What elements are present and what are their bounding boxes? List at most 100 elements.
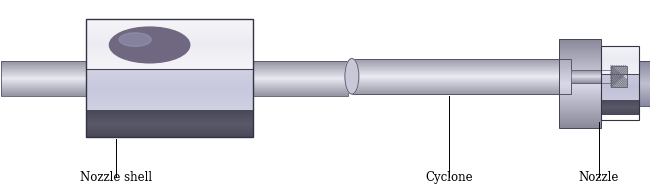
Bar — [86, 83, 253, 84]
Bar — [1, 89, 89, 90]
Bar — [86, 63, 253, 64]
Bar — [601, 104, 639, 105]
Bar — [86, 123, 253, 124]
Bar — [639, 67, 651, 68]
Bar — [248, 77, 348, 78]
Bar — [248, 71, 348, 72]
Bar — [352, 67, 571, 68]
Bar — [248, 82, 348, 83]
Bar — [639, 81, 651, 82]
Bar — [248, 67, 348, 68]
Bar — [352, 85, 571, 86]
Bar — [601, 113, 639, 114]
Bar — [86, 55, 253, 56]
Bar — [248, 93, 348, 94]
Bar — [639, 65, 651, 66]
Bar — [571, 70, 611, 71]
Bar — [601, 102, 639, 103]
Bar — [601, 46, 639, 120]
Bar — [639, 75, 651, 76]
Bar — [639, 69, 651, 70]
Bar — [86, 108, 253, 109]
Bar — [86, 72, 253, 73]
Bar — [248, 70, 348, 71]
Bar — [352, 76, 571, 77]
Bar — [86, 65, 253, 66]
Bar — [601, 58, 639, 59]
Bar — [639, 73, 651, 74]
Bar — [352, 80, 571, 81]
Bar — [352, 90, 571, 91]
Bar — [352, 86, 571, 87]
Bar — [1, 66, 89, 67]
Bar — [86, 26, 253, 27]
Bar — [559, 126, 601, 128]
Bar — [559, 103, 601, 105]
Bar — [559, 50, 601, 51]
Bar — [248, 70, 348, 71]
Bar — [571, 71, 611, 72]
Bar — [601, 54, 639, 55]
Bar — [601, 46, 639, 47]
Bar — [1, 73, 89, 74]
Bar — [601, 102, 639, 103]
Bar — [559, 74, 601, 76]
Bar — [639, 63, 651, 64]
Bar — [559, 109, 601, 110]
Bar — [559, 79, 601, 80]
Bar — [86, 19, 253, 137]
Bar — [1, 67, 89, 68]
Bar — [86, 78, 253, 79]
Bar — [559, 61, 601, 63]
Bar — [601, 95, 639, 96]
Bar — [86, 127, 253, 128]
Bar — [352, 61, 571, 62]
Bar — [571, 77, 611, 78]
Bar — [248, 72, 348, 73]
Bar — [86, 61, 253, 62]
Bar — [352, 75, 571, 76]
Bar — [86, 108, 253, 109]
Bar — [86, 86, 253, 87]
Bar — [1, 69, 89, 70]
Bar — [559, 47, 601, 48]
Bar — [352, 84, 571, 85]
Bar — [86, 68, 253, 69]
Bar — [601, 54, 639, 55]
Bar — [559, 64, 601, 66]
Bar — [86, 122, 253, 123]
Bar — [639, 93, 651, 94]
Bar — [86, 42, 253, 43]
Bar — [86, 128, 253, 129]
Bar — [352, 63, 571, 64]
Bar — [86, 136, 253, 137]
Bar — [1, 87, 89, 88]
Bar — [601, 107, 639, 108]
Bar — [86, 75, 253, 76]
Bar — [86, 134, 253, 135]
Bar — [1, 85, 89, 86]
Bar — [601, 57, 639, 58]
Bar — [1, 88, 89, 89]
Bar — [86, 101, 253, 102]
Bar — [1, 77, 89, 78]
Bar — [639, 87, 651, 88]
Bar — [352, 92, 571, 93]
Bar — [571, 82, 611, 83]
Bar — [352, 68, 571, 69]
Bar — [559, 114, 601, 116]
Bar — [86, 81, 253, 82]
Bar — [248, 63, 348, 64]
Bar — [86, 73, 253, 74]
Bar — [248, 93, 348, 94]
Bar — [86, 112, 253, 113]
Bar — [86, 40, 253, 41]
Bar — [559, 82, 601, 84]
Bar — [86, 21, 253, 22]
Bar — [248, 64, 348, 65]
Bar — [86, 109, 253, 110]
Bar — [639, 92, 651, 93]
Bar — [86, 112, 253, 113]
Bar — [571, 76, 611, 77]
Bar — [86, 103, 253, 104]
